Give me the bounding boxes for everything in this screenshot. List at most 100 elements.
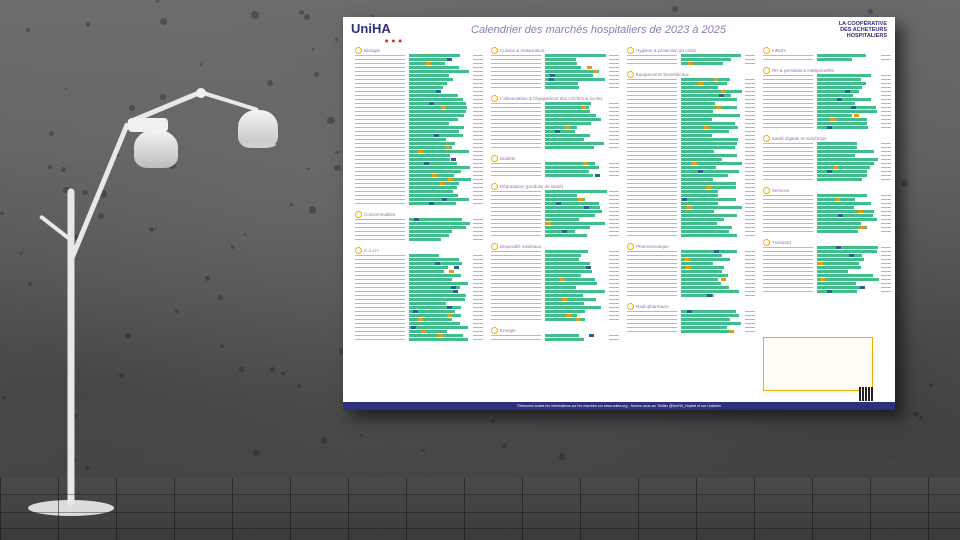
market-note bbox=[745, 291, 755, 292]
market-timeline-bar bbox=[681, 314, 739, 317]
market-row bbox=[491, 294, 621, 297]
market-timeline-bar bbox=[817, 254, 862, 257]
market-row bbox=[627, 114, 757, 117]
market-note bbox=[745, 111, 755, 112]
market-timeline-bar bbox=[817, 114, 853, 117]
market-label bbox=[491, 223, 541, 224]
market-timeline-bar bbox=[409, 170, 461, 173]
market-timeline-bar bbox=[817, 146, 858, 149]
market-label bbox=[627, 291, 677, 292]
market-row bbox=[355, 86, 485, 89]
market-note bbox=[609, 271, 619, 272]
market-note bbox=[745, 179, 755, 180]
market-milestone-mark bbox=[706, 186, 712, 189]
market-row bbox=[355, 286, 485, 289]
market-timeline-bar bbox=[409, 182, 460, 185]
poster-section: Dispositifs médicaux bbox=[491, 243, 621, 321]
market-label bbox=[355, 319, 405, 320]
market-row bbox=[491, 218, 621, 221]
market-note bbox=[473, 331, 483, 332]
market-row bbox=[355, 82, 485, 85]
market-row bbox=[491, 338, 621, 341]
market-timeline-bar bbox=[409, 66, 459, 69]
market-timeline-bar bbox=[681, 130, 729, 133]
market-milestone-mark bbox=[558, 278, 564, 281]
market-label bbox=[355, 151, 405, 152]
market-row bbox=[355, 238, 485, 241]
market-timeline-bar bbox=[817, 106, 876, 109]
market-milestone-mark bbox=[412, 310, 418, 313]
market-label bbox=[491, 255, 541, 256]
market-row bbox=[763, 254, 893, 257]
market-row bbox=[355, 218, 485, 221]
wall-texture-speck bbox=[303, 13, 311, 20]
market-row bbox=[763, 98, 893, 101]
section-title-text: Transport bbox=[772, 240, 792, 245]
market-row bbox=[355, 310, 485, 313]
wall-texture-speck bbox=[230, 245, 235, 250]
market-label bbox=[355, 131, 405, 132]
market-timeline-bar bbox=[545, 190, 607, 193]
market-timeline-bar bbox=[681, 190, 718, 193]
market-timeline-bar bbox=[409, 110, 467, 113]
market-row bbox=[627, 314, 757, 317]
market-timeline-bar bbox=[409, 266, 449, 269]
market-label bbox=[355, 155, 405, 156]
market-row bbox=[355, 58, 485, 61]
market-timeline-bar bbox=[409, 162, 458, 165]
market-row bbox=[491, 102, 621, 105]
market-row bbox=[627, 178, 757, 181]
market-label bbox=[627, 119, 677, 120]
market-timeline-bar bbox=[409, 142, 456, 145]
market-note bbox=[473, 155, 483, 156]
wall-texture-speck bbox=[671, 6, 678, 13]
market-timeline-bar bbox=[545, 106, 589, 109]
poster-section: Dégradation (produits de santé) bbox=[491, 183, 621, 237]
market-row bbox=[627, 190, 757, 193]
market-timeline-bar bbox=[817, 278, 879, 281]
market-row bbox=[763, 230, 893, 233]
market-label bbox=[627, 159, 677, 160]
market-row bbox=[355, 106, 485, 109]
market-row bbox=[627, 134, 757, 137]
market-timeline-bar bbox=[409, 54, 460, 57]
market-timeline-bar bbox=[817, 258, 864, 261]
market-note bbox=[609, 275, 619, 276]
market-note bbox=[881, 203, 891, 204]
market-label bbox=[627, 295, 677, 296]
floor-plank-seam bbox=[348, 478, 349, 540]
market-timeline-bar bbox=[545, 202, 600, 205]
market-note bbox=[609, 219, 619, 220]
market-label bbox=[355, 103, 405, 104]
market-label bbox=[763, 203, 813, 204]
market-note bbox=[745, 195, 755, 196]
market-timeline-bar bbox=[409, 278, 452, 281]
market-row bbox=[491, 314, 621, 317]
wall-texture-speck bbox=[335, 38, 338, 41]
market-note bbox=[881, 271, 891, 272]
market-note bbox=[609, 315, 619, 316]
wall-texture-speck bbox=[308, 205, 317, 214]
wall-texture-speck bbox=[28, 282, 32, 286]
coop-line-3: HOSPITALIERS bbox=[846, 33, 887, 39]
market-label bbox=[491, 71, 541, 72]
floor-plank-seam bbox=[406, 478, 407, 540]
market-row bbox=[355, 62, 485, 65]
market-milestone-mark bbox=[437, 334, 443, 337]
section-title-text: Biologie bbox=[364, 48, 381, 53]
market-label bbox=[491, 215, 541, 216]
market-timeline-bar bbox=[681, 206, 743, 209]
market-row bbox=[627, 170, 757, 173]
market-row bbox=[763, 110, 893, 113]
market-note bbox=[745, 287, 755, 288]
market-row bbox=[627, 118, 757, 121]
market-row bbox=[763, 282, 893, 285]
market-timeline-bar bbox=[545, 70, 599, 73]
market-label bbox=[763, 155, 813, 156]
market-note bbox=[881, 175, 891, 176]
market-note bbox=[745, 99, 755, 100]
wall-texture-speck bbox=[60, 167, 66, 173]
market-timeline-bar bbox=[545, 126, 578, 129]
market-timeline-bar bbox=[681, 118, 712, 121]
market-milestone-mark bbox=[566, 314, 572, 317]
